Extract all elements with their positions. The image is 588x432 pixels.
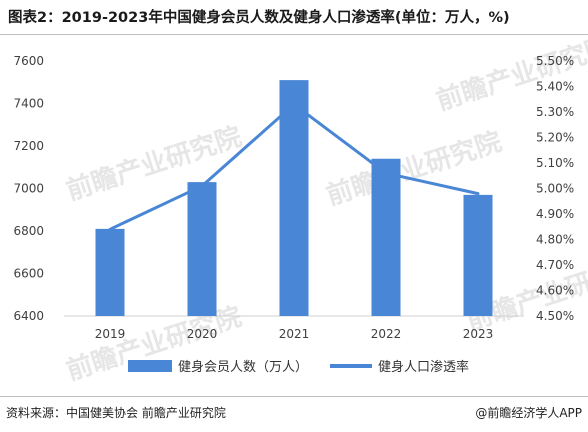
y-right-tick-label: 4.70%: [536, 258, 574, 272]
y-right-tick-label: 4.50%: [536, 309, 574, 323]
legend-line-label: 健身人口渗透率: [378, 359, 469, 375]
bar: [95, 228, 125, 316]
bar: [371, 158, 401, 316]
x-tick-label: 2021: [279, 327, 310, 341]
bar: [463, 194, 493, 316]
title-divider: [0, 34, 588, 35]
y-left-tick-label: 6800: [13, 224, 44, 238]
y-left-tick-label: 6600: [13, 267, 44, 281]
footer-divider: [0, 396, 588, 397]
y-right-tick-label: 5.50%: [536, 54, 574, 68]
y-right-tick-label: 5.30%: [536, 105, 574, 119]
y-right-tick-label: 5.10%: [536, 156, 574, 170]
bar-series: [95, 80, 493, 316]
source-note: 资料来源：中国健美协会 前瞻产业研究院: [6, 406, 226, 420]
legend-bar-label: 健身会员人数（万人）: [178, 359, 308, 375]
y-left-tick-label: 6400: [13, 309, 44, 323]
x-tick-label: 2020: [187, 327, 218, 341]
penetration-rate-line: [108, 102, 480, 231]
line-series: [108, 102, 480, 231]
legend: 健身会员人数（万人） 健身人口渗透率: [128, 359, 469, 375]
bar: [279, 80, 309, 316]
chart-title: 图表2：2019-2023年中国健身会员人数及健身人口渗透率(单位：万人，%): [8, 10, 510, 26]
x-tick-label: 2022: [371, 327, 402, 341]
y-left-tick-label: 7400: [13, 97, 44, 111]
y-right-tick-label: 5.20%: [536, 131, 574, 145]
x-tick-label: 2023: [463, 327, 494, 341]
watermark-text: 前瞻产业研究院: [433, 31, 588, 117]
watermark-text: 前瞻产业研究院: [63, 121, 246, 207]
x-tick-label: 2019: [95, 327, 126, 341]
credit-note: @前瞻经济学人APP: [475, 406, 582, 420]
y-right-tick-label: 4.60%: [536, 284, 574, 298]
y-right-tick-label: 5.40%: [536, 80, 574, 94]
y-right-tick-label: 4.80%: [536, 233, 574, 247]
bar: [187, 182, 217, 316]
y-left-tick-label: 7000: [13, 182, 44, 196]
y-left-tick-label: 7200: [13, 139, 44, 153]
y-right-tick-label: 5.00%: [536, 182, 574, 196]
y-right-tick-label: 4.90%: [536, 207, 574, 221]
legend-bar-swatch: [128, 360, 172, 372]
tick-labels: 6400 6600 6800 7000 7200 7400 7600 4.50% 4.60% 4.…: [13, 54, 574, 341]
y-left-tick-label: 7600: [13, 54, 44, 68]
